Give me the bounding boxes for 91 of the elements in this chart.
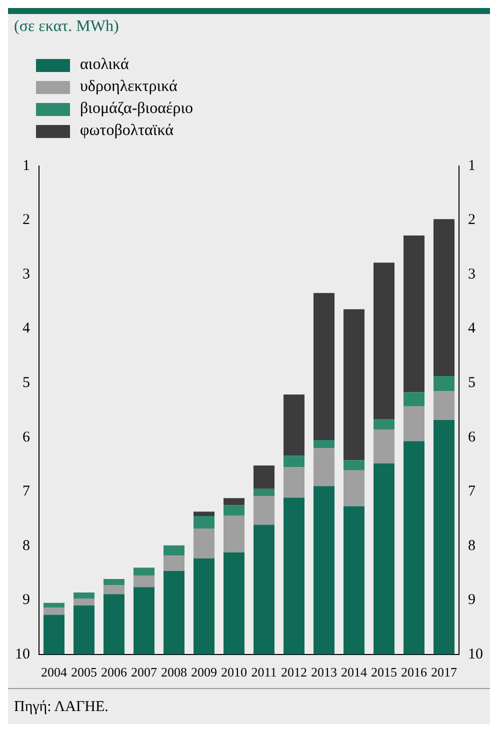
y2-tick-label: 6	[468, 429, 476, 446]
bar	[194, 512, 214, 516]
bar	[134, 587, 154, 654]
bar	[254, 466, 274, 489]
x-tick-label: 2016	[401, 664, 428, 680]
bar	[314, 448, 334, 486]
bar	[104, 594, 124, 654]
bar	[374, 430, 394, 464]
bar	[404, 406, 424, 442]
bar	[104, 578, 124, 585]
bar	[344, 460, 364, 470]
y-tick-label: 6	[22, 429, 30, 446]
y2-tick-label: 7	[468, 484, 476, 500]
bar	[314, 486, 334, 654]
bar	[254, 488, 274, 496]
bar	[434, 391, 454, 420]
bar	[194, 558, 214, 654]
x-tick-label: 2011	[251, 664, 277, 680]
x-tick-label: 2007	[131, 664, 158, 680]
y2-tick-label: 10	[468, 646, 483, 662]
y2-tick-label: 1	[468, 158, 476, 174]
bar	[284, 394, 304, 456]
bar	[224, 515, 244, 552]
bar	[434, 420, 454, 654]
y-tick-label: 5	[22, 375, 30, 392]
x-tick-label: 2017	[431, 664, 458, 680]
bar	[104, 584, 124, 594]
bar	[164, 545, 184, 556]
y2-tick-label: 5	[468, 375, 476, 392]
bar	[224, 505, 244, 516]
y-tick-label: 8	[22, 538, 30, 554]
bar	[194, 516, 214, 528]
text: Πηγή: ΛΑΓΗΕ.	[8, 688, 490, 716]
bar	[344, 506, 364, 654]
bar	[374, 463, 394, 654]
bar	[194, 528, 214, 558]
bar	[314, 292, 334, 440]
y-tick-label: 10	[15, 646, 30, 662]
bar	[224, 552, 244, 654]
x-tick-label: 2014	[341, 664, 368, 680]
bar	[314, 440, 334, 448]
y2-tick-label: 3	[468, 266, 476, 282]
bar	[434, 376, 454, 392]
bar	[284, 498, 304, 654]
x-tick-label: 2010	[221, 664, 247, 680]
legend-label: αιολικά	[80, 56, 129, 74]
x-tick-label: 2012	[281, 664, 307, 680]
chart-subtitle: (σε εκατ. MWh)	[13, 17, 120, 37]
bar	[284, 456, 304, 468]
y-tick-label: 1	[22, 158, 30, 174]
bar	[164, 556, 184, 571]
x-tick-label: 2009	[191, 664, 217, 680]
bar	[404, 441, 424, 654]
bar	[434, 219, 454, 376]
x-tick-label: 2008	[161, 664, 187, 680]
y-tick-label: 4	[22, 320, 30, 337]
bar	[74, 592, 94, 599]
y-tick-label: 7	[22, 484, 30, 500]
y-tick-label: 2	[22, 212, 30, 228]
bar	[44, 614, 64, 654]
x-tick-label: 2015	[371, 664, 397, 680]
bar	[74, 598, 94, 606]
bar	[254, 524, 274, 654]
bar	[134, 568, 154, 576]
y-tick-label: 3	[22, 266, 30, 282]
bar	[254, 496, 274, 525]
x-tick-label: 2004	[41, 664, 68, 680]
bar	[44, 602, 64, 608]
bar	[284, 467, 304, 498]
y2-tick-label: 4	[468, 320, 476, 337]
legend-label: φωτοβολταϊκά	[80, 122, 174, 140]
x-tick-label: 2006	[101, 664, 128, 680]
y2-tick-label: 9	[468, 592, 476, 608]
bar	[374, 262, 394, 420]
legend-label: υδροηλεκτρικά	[80, 78, 178, 96]
bar	[344, 470, 364, 506]
bar	[404, 392, 424, 406]
y2-tick-label: 8	[468, 538, 476, 554]
bar	[344, 309, 364, 460]
bar	[74, 606, 94, 654]
legend-label: βιομάζα-βιοαέριο	[80, 100, 193, 118]
bar	[134, 576, 154, 588]
bar	[374, 419, 394, 430]
bar	[224, 498, 244, 506]
bar	[404, 235, 424, 392]
x-tick-label: 2013	[311, 664, 337, 680]
x-tick-label: 2005	[71, 664, 97, 680]
bar	[44, 608, 64, 615]
bar	[164, 570, 184, 654]
y-tick-label: 9	[22, 592, 30, 608]
y2-tick-label: 2	[468, 212, 476, 228]
